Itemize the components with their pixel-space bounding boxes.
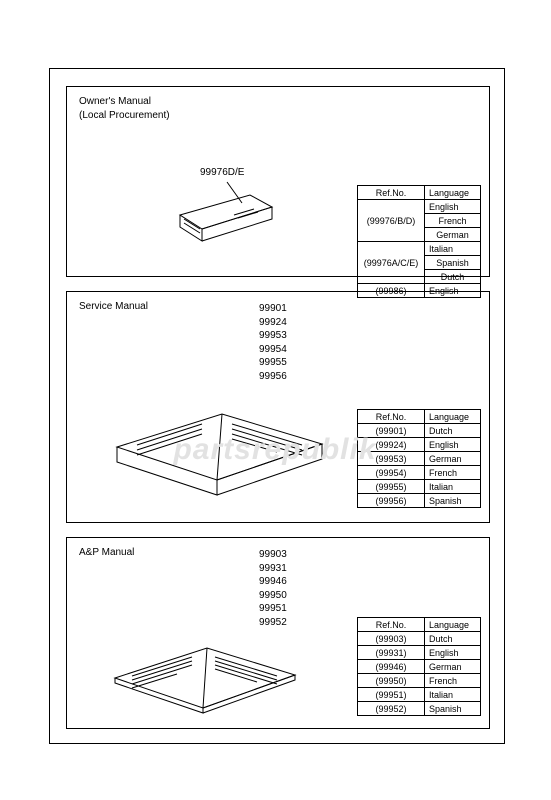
cell: (99956) bbox=[358, 494, 425, 508]
cell: English bbox=[425, 438, 481, 452]
cell: Italian bbox=[425, 688, 481, 702]
owners-ref-table: Ref.No.Language (99976/B/D)English Frenc… bbox=[357, 185, 481, 298]
cell: German bbox=[425, 660, 481, 674]
cell: (99954) bbox=[358, 466, 425, 480]
cell: French bbox=[425, 214, 481, 228]
cell: Italian bbox=[425, 480, 481, 494]
panel-ap-title: A&P Manual bbox=[79, 546, 134, 560]
cell: (99924) bbox=[358, 438, 425, 452]
cell: French bbox=[425, 674, 481, 688]
cell: (99946) bbox=[358, 660, 425, 674]
num: 99946 bbox=[259, 575, 287, 589]
cell: French bbox=[425, 466, 481, 480]
cell: (99950) bbox=[358, 674, 425, 688]
panel-service-title: Service Manual bbox=[79, 300, 148, 314]
cell: (99955) bbox=[358, 480, 425, 494]
ap-numbers: 99903 99931 99946 99950 99951 99952 bbox=[259, 548, 287, 629]
cell: (99931) bbox=[358, 646, 425, 660]
num: 99953 bbox=[259, 329, 287, 343]
ap-ref-table: Ref.No.Language (99903)Dutch (99931)Engl… bbox=[357, 617, 481, 716]
cell: Dutch bbox=[425, 270, 481, 284]
service-ref-table: Ref.No.Language (99901)Dutch (99924)Engl… bbox=[357, 409, 481, 508]
num: 99956 bbox=[259, 370, 287, 384]
cell: English bbox=[425, 646, 481, 660]
cell: German bbox=[425, 228, 481, 242]
cell: Spanish bbox=[425, 702, 481, 716]
th-refno: Ref.No. bbox=[358, 410, 425, 424]
num: 99950 bbox=[259, 589, 287, 603]
num: 99955 bbox=[259, 356, 287, 370]
num: 99931 bbox=[259, 562, 287, 576]
cell: (99951) bbox=[358, 688, 425, 702]
th-lang: Language bbox=[425, 186, 481, 200]
panel-owners: Owner's Manual (Local Procurement) 99976… bbox=[66, 86, 490, 277]
cell: Spanish bbox=[425, 256, 481, 270]
service-numbers: 99901 99924 99953 99954 99955 99956 bbox=[259, 302, 287, 383]
panel-service: Service Manual 99901 99924 99953 99954 9… bbox=[66, 291, 490, 523]
callout-owners: 99976D/E bbox=[200, 167, 244, 178]
cell: Dutch bbox=[425, 424, 481, 438]
closed-book-icon bbox=[172, 187, 282, 257]
cell: (99953) bbox=[358, 452, 425, 466]
cell: (99901) bbox=[358, 424, 425, 438]
num: 99924 bbox=[259, 316, 287, 330]
cell: English bbox=[425, 200, 481, 214]
th-lang: Language bbox=[425, 410, 481, 424]
panel-ap: A&P Manual 99903 99931 99946 99950 99951… bbox=[66, 537, 490, 729]
cell: German bbox=[425, 452, 481, 466]
open-book-thick-icon bbox=[107, 392, 337, 502]
cell: (99952) bbox=[358, 702, 425, 716]
th-refno: Ref.No. bbox=[358, 618, 425, 632]
num: 99954 bbox=[259, 343, 287, 357]
cell: Italian bbox=[425, 242, 481, 256]
cell: (99903) bbox=[358, 632, 425, 646]
num: 99901 bbox=[259, 302, 287, 316]
th-refno: Ref.No. bbox=[358, 186, 425, 200]
num: 99952 bbox=[259, 616, 287, 630]
panel-owners-title: Owner's Manual (Local Procurement) bbox=[79, 95, 170, 123]
open-book-thin-icon bbox=[107, 630, 307, 720]
cell: (99976/B/D) bbox=[358, 200, 425, 242]
th-lang: Language bbox=[425, 618, 481, 632]
num: 99951 bbox=[259, 602, 287, 616]
outer-frame: Owner's Manual (Local Procurement) 99976… bbox=[49, 68, 505, 744]
num: 99903 bbox=[259, 548, 287, 562]
cell: Dutch bbox=[425, 632, 481, 646]
cell: (99976A/C/E) bbox=[358, 242, 425, 284]
cell: Spanish bbox=[425, 494, 481, 508]
